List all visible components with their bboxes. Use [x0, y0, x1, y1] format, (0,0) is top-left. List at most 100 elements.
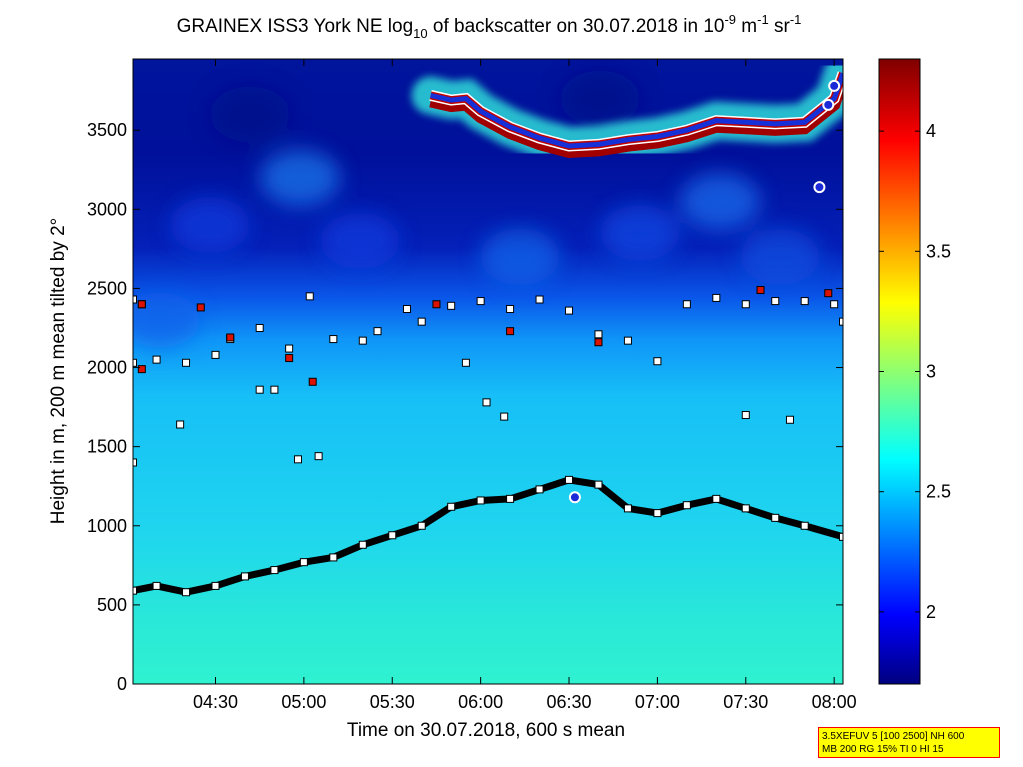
white-square-point [285, 344, 294, 353]
info-line-2: MB 200 RG 15% TI 0 HI 15 [822, 744, 944, 755]
ml-height-point [741, 504, 750, 513]
white-square-point [133, 458, 137, 467]
red-square-point [137, 365, 146, 374]
x-tick-label: 06:30 [546, 692, 591, 712]
white-square-point [211, 350, 220, 359]
heatmap-texture-blob [560, 70, 640, 127]
ml-height-point [329, 553, 338, 562]
red-square-point [285, 354, 294, 363]
x-axis-label: Time on 30.07.2018, 600 s mean [347, 720, 625, 741]
ml-height-point [133, 586, 137, 595]
ml-height-point [240, 572, 249, 581]
info-line-1: 3.5XEFUV 5 [100 2500] NH 600 [822, 731, 965, 742]
colorbar-tick-label: 4 [926, 121, 936, 141]
x-tick-label: 06:00 [458, 692, 503, 712]
white-square-point [771, 297, 780, 306]
red-square-point [308, 377, 317, 386]
white-square-point [712, 293, 721, 302]
white-square-point [623, 336, 632, 345]
heatmap-texture-blob [680, 173, 760, 230]
white-square-point [293, 455, 302, 464]
white-square-point [800, 297, 809, 306]
heatmap-texture-blob [170, 197, 250, 254]
y-tick-label: 1500 [87, 437, 127, 457]
heatmap-background [133, 59, 843, 684]
white-square-point [329, 335, 338, 344]
white-square-point [373, 327, 382, 336]
white-square-point [461, 358, 470, 367]
heatmap-field [133, 59, 843, 684]
red-square-point [594, 338, 603, 347]
info-box: 3.5XEFUV 5 [100 2500] NH 600 MB 200 RG 1… [818, 727, 1000, 758]
red-square-point [756, 286, 765, 295]
ml-height-point [839, 532, 843, 541]
red-square-point [137, 300, 146, 309]
white-square-point [535, 295, 544, 304]
x-axis: 04:30 05:00 05:30 06:00 06:30 07:00 07:30 08:00 [193, 59, 857, 712]
heatmap-texture-blob [480, 228, 560, 285]
y-tick-label: 0 [117, 674, 127, 694]
white-square-point [594, 330, 603, 339]
ml-height-point [152, 581, 161, 590]
white-square-point [830, 300, 839, 309]
ml-height-point [800, 521, 809, 530]
ml-height-point [358, 540, 367, 549]
white-square-point [785, 415, 794, 424]
y-tick-label: 500 [97, 595, 127, 615]
red-square-point [432, 300, 441, 309]
white-square-point [682, 300, 691, 309]
y-axis: 0 500 1000 1500 2000 2500 3000 3500 [87, 120, 843, 694]
x-tick-label: 08:00 [812, 692, 857, 712]
ml-height-point [682, 501, 691, 510]
x-tick-label: 05:00 [281, 692, 326, 712]
ml-height-point [506, 494, 515, 503]
x-tick-label: 07:00 [635, 692, 680, 712]
cloud-base-circle [568, 491, 581, 504]
ml-height-point [447, 502, 456, 511]
y-tick-label: 3500 [87, 120, 127, 140]
ml-height-point [771, 513, 780, 522]
white-square-point [476, 297, 485, 306]
y-tick-label: 3000 [87, 199, 127, 219]
ml-height-point [535, 485, 544, 494]
white-square-point [839, 317, 843, 326]
y-axis-label: Height in m, 200 m mean tilted by 2° [48, 218, 69, 524]
heatmap-texture-blob [133, 292, 200, 349]
colorbar-ticks: 2 2.5 3 3.5 4 [879, 121, 951, 622]
colorbar-tick-label: 3.5 [926, 241, 951, 261]
white-square-point [741, 300, 750, 309]
ml-height-point [417, 521, 426, 530]
cloud-base-circle [822, 98, 835, 111]
y-tick-label: 1000 [87, 516, 127, 536]
white-square-point [417, 317, 426, 326]
ml-height-point [476, 496, 485, 505]
white-square-point [133, 295, 137, 304]
ml-height-point [712, 494, 721, 503]
heatmap-texture-blob [260, 149, 340, 206]
cloud-band [411, 59, 843, 166]
ml-height-point [565, 475, 574, 484]
x-tick-label: 05:30 [370, 692, 415, 712]
series-markers [133, 79, 843, 597]
cloud-base-circle [813, 181, 826, 194]
ml-height-point [182, 588, 191, 597]
y-tick-label: 2500 [87, 278, 127, 298]
white-square-point [314, 452, 323, 461]
white-square-point [255, 323, 264, 332]
white-square-point [133, 358, 137, 367]
colorbar-tick-label: 2 [926, 602, 936, 622]
heatmap-texture-blob [600, 205, 680, 262]
white-square-point [305, 292, 314, 301]
white-square-point [176, 420, 185, 429]
cloud-center [430, 72, 843, 149]
y-tick-label: 2000 [87, 358, 127, 378]
ml-height-point [211, 581, 220, 590]
ml-height-point [594, 480, 603, 489]
chart-title: GRAINEX ISS3 York NE log10 of backscatte… [177, 12, 802, 41]
white-square-point [358, 336, 367, 345]
heatmap-texture [133, 70, 820, 349]
colorbar [879, 59, 920, 684]
ml-height-point [270, 566, 279, 575]
red-square-point [226, 333, 235, 342]
